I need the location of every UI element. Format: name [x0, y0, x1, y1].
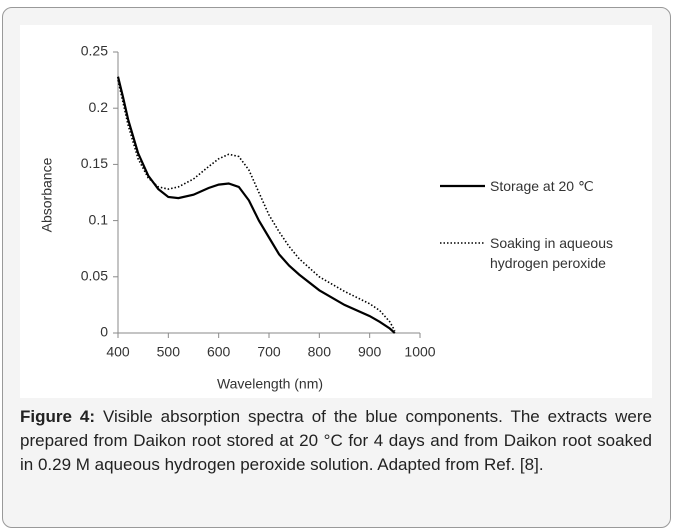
plot-area: Absorbance Wavelength (nm) 0 0.05 0.1 0.15 0… [20, 25, 652, 398]
y-axis-label: Absorbance [39, 157, 55, 232]
x-tick-label: 800 [308, 344, 332, 360]
x-tick-label: 400 [106, 344, 130, 360]
x-tick-label: 500 [157, 344, 181, 360]
y-tick-label: 0.05 [81, 268, 108, 284]
x-axis-label: Wavelength (nm) [217, 376, 323, 392]
caption-label: Figure 4: [20, 407, 96, 426]
x-tick-label: 600 [207, 344, 231, 360]
y-tick-label: 0 [100, 324, 108, 340]
x-tick-label: 700 [257, 344, 281, 360]
caption: Figure 4: Visible absorption spectra of … [20, 405, 652, 477]
y-tick-label: 0.15 [81, 155, 108, 171]
y-tick-label: 0.25 [81, 43, 108, 59]
chart: Absorbance Wavelength (nm) 0 0.05 0.1 0.15 0… [39, 43, 485, 392]
legend-label: Storage at 20 ℃ [490, 178, 594, 194]
caption-text: Visible absorption spectra of the blue c… [20, 407, 652, 474]
series-line [117, 79, 396, 332]
legend-label: Soaking in aqueous hydrogen peroxide [490, 235, 613, 271]
x-tick-label: 900 [358, 344, 382, 360]
y-tick-label: 0.1 [89, 211, 109, 227]
series-line [116, 76, 396, 334]
x-tick-label: 1000 [404, 344, 435, 360]
y-tick-label: 0.2 [89, 99, 109, 115]
